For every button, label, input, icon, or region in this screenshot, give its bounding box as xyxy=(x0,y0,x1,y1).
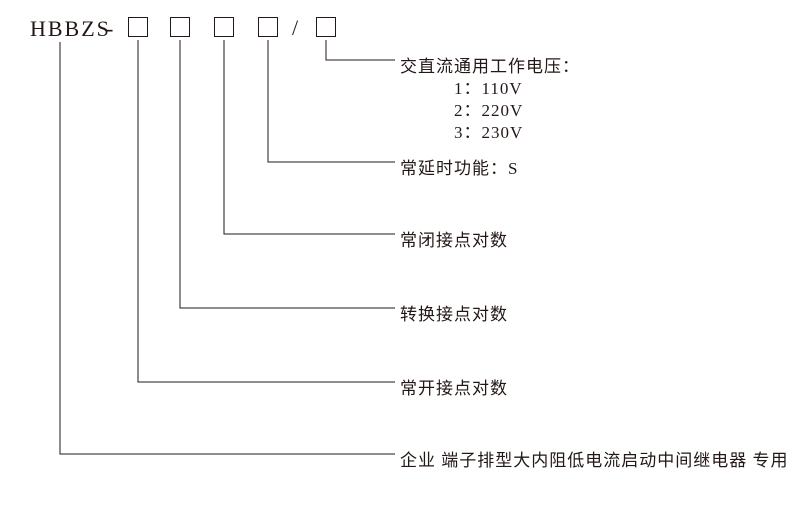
connector-lines xyxy=(0,0,800,510)
